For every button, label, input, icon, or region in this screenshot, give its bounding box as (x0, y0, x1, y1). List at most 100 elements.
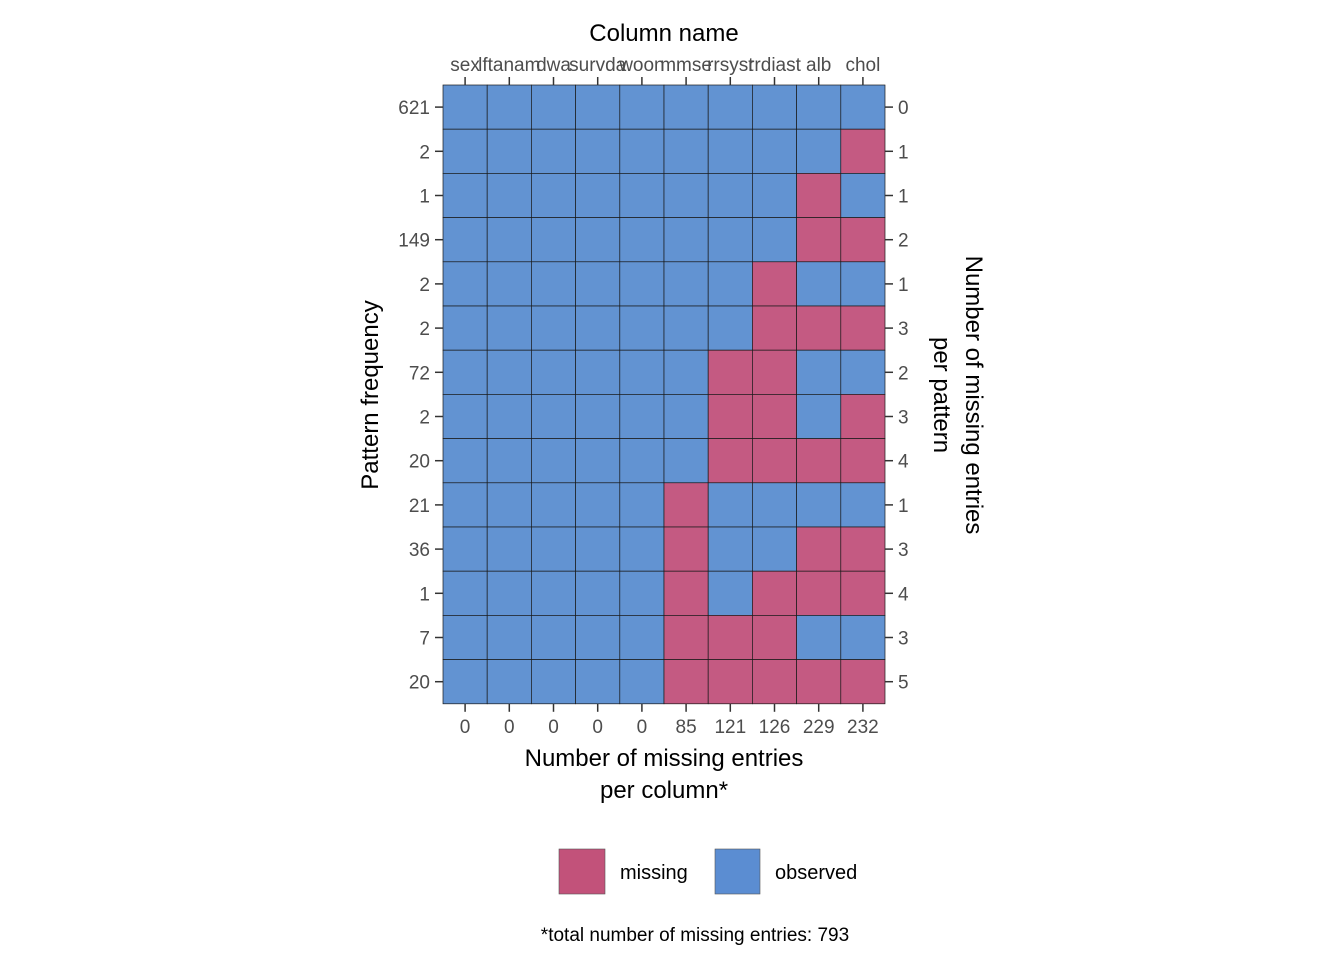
column-label-4: woon (618, 55, 664, 76)
cell-r7-c3-observed (575, 394, 621, 439)
cell-r6-c7-missing (752, 349, 797, 395)
legend-observed-label: observed (775, 862, 857, 884)
cell-r0-c7-observed (752, 84, 797, 130)
cell-r4-c4-observed (619, 261, 665, 307)
bottom-axis-title-line-1: Number of missing entries (525, 745, 804, 772)
cell-r10-c5-missing (663, 526, 709, 572)
cell-r3-c1-observed (486, 217, 532, 263)
cell-r5-c1-observed (486, 305, 532, 351)
left-axis-title: Pattern frequency (357, 300, 384, 489)
pattern-missing-count-7: 3 (898, 408, 909, 429)
cell-r0-c6-observed (707, 84, 753, 130)
cell-r11-c7-missing (752, 570, 797, 616)
cell-r4-c3-observed (575, 261, 621, 307)
pattern-frequency-4: 2 (419, 275, 430, 296)
cell-r8-c4-observed (619, 438, 665, 484)
column-label-8: alb (806, 55, 831, 76)
cell-r12-c5-missing (663, 615, 709, 660)
cell-r12-c9-observed (840, 615, 886, 660)
pattern-missing-count-13: 5 (898, 673, 909, 694)
cell-r11-c1-observed (486, 570, 532, 616)
pattern-frequency-0: 621 (398, 98, 430, 119)
cell-r9-c6-observed (707, 482, 753, 528)
cell-r13-c3-observed (575, 659, 621, 705)
cell-r7-c7-missing (752, 394, 797, 439)
cell-r3-c7-observed (752, 217, 797, 263)
cell-r5-c3-observed (575, 305, 621, 351)
cell-r3-c5-observed (663, 217, 709, 263)
cell-r13-c6-missing (707, 659, 753, 705)
right-axis: 0 1 1 2 1 3 2 3 4 1 3 4 3 5 (885, 98, 909, 694)
cell-r13-c0-observed (442, 659, 488, 705)
cell-r4-c8-observed (796, 261, 842, 307)
right-axis-title-line-2: per pattern (928, 337, 955, 453)
cell-r6-c9-observed (840, 349, 886, 395)
cell-r4-c7-missing (752, 261, 797, 307)
cell-r4-c1-observed (486, 261, 532, 307)
cell-r3-c4-observed (619, 217, 665, 263)
cell-r8-c3-observed (575, 438, 621, 484)
cell-r2-c7-observed (752, 173, 797, 218)
cell-r7-c8-observed (796, 394, 842, 439)
cell-r11-c8-missing (796, 570, 842, 616)
cell-r0-c2-observed (531, 84, 576, 130)
bottom-axis-title-line-2: per column* (600, 777, 728, 804)
pattern-frequency-13: 20 (409, 673, 430, 694)
cell-r6-c2-observed (531, 349, 576, 395)
cell-r8-c9-missing (840, 438, 886, 484)
cell-r12-c8-observed (796, 615, 842, 660)
cell-r10-c4-observed (619, 526, 665, 572)
cell-r1-c1-observed (486, 128, 532, 174)
pattern-frequency-8: 20 (409, 452, 430, 473)
cell-r1-c3-observed (575, 128, 621, 174)
cell-r1-c5-observed (663, 128, 709, 174)
cell-r3-c0-observed (442, 217, 488, 263)
cell-r9-c4-observed (619, 482, 665, 528)
cell-r6-c5-observed (663, 349, 709, 395)
pattern-missing-count-1: 1 (898, 142, 909, 163)
pattern-frequency-2: 1 (419, 187, 430, 208)
column-missing-count-2: 0 (548, 717, 559, 738)
cell-r1-c8-observed (796, 128, 842, 174)
cell-r10-c6-observed (707, 526, 753, 572)
cell-r4-c5-observed (663, 261, 709, 307)
cell-r8-c8-missing (796, 438, 842, 484)
pattern-frequency-11: 1 (419, 584, 430, 605)
pattern-missing-count-6: 2 (898, 363, 909, 384)
cell-r9-c5-missing (663, 482, 709, 528)
heatmap-cells (442, 84, 886, 705)
cell-r12-c0-observed (442, 615, 488, 660)
column-missing-count-9: 232 (847, 717, 879, 738)
cell-r13-c9-missing (840, 659, 886, 705)
pattern-frequency-1: 2 (419, 142, 430, 163)
column-label-3: survda (569, 55, 626, 76)
cell-r12-c7-missing (752, 615, 797, 660)
cell-r13-c5-missing (663, 659, 709, 705)
cell-r9-c9-observed (840, 482, 886, 528)
cell-r0-c8-observed (796, 84, 842, 130)
column-missing-count-1: 0 (504, 717, 515, 738)
cell-r7-c2-observed (531, 394, 576, 439)
cell-r12-c4-observed (619, 615, 665, 660)
cell-r11-c6-observed (707, 570, 753, 616)
column-missing-count-6: 121 (714, 717, 746, 738)
cell-r10-c9-missing (840, 526, 886, 572)
cell-r12-c2-observed (531, 615, 576, 660)
pattern-missing-count-0: 0 (898, 98, 909, 119)
column-label-5: mmse (660, 55, 712, 76)
pattern-missing-count-4: 1 (898, 275, 909, 296)
cell-r13-c1-observed (486, 659, 532, 705)
cell-r10-c8-missing (796, 526, 842, 572)
pattern-frequency-6: 72 (409, 363, 430, 384)
cell-r1-c0-observed (442, 128, 488, 174)
cell-r0-c3-observed (575, 84, 621, 130)
cell-r13-c7-missing (752, 659, 797, 705)
cell-r8-c2-observed (531, 438, 576, 484)
pattern-frequency-5: 2 (419, 319, 430, 340)
cell-r8-c7-missing (752, 438, 797, 484)
cell-r0-c4-observed (619, 84, 665, 130)
pattern-missing-count-8: 4 (898, 452, 909, 473)
cell-r2-c1-observed (486, 173, 532, 218)
cell-r3-c8-missing (796, 217, 842, 263)
